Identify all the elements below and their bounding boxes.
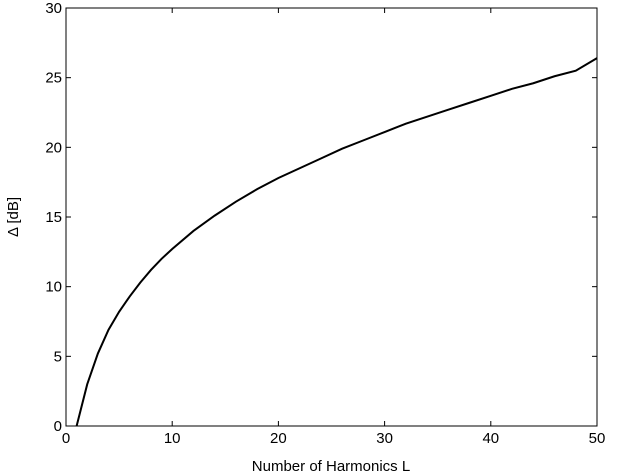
x-tick-label: 0: [62, 430, 70, 447]
x-tick-label: 20: [270, 430, 287, 447]
x-tick-label: 30: [376, 430, 393, 447]
y-tick-label: 25: [45, 70, 62, 87]
x-tick-label: 50: [589, 430, 606, 447]
x-tick-label: 40: [482, 430, 499, 447]
series-line: [75, 57, 598, 427]
y-tick-label: 15: [45, 209, 62, 226]
x-axis-label: Number of Harmonics L: [252, 458, 410, 475]
axis-ticks: [65, 7, 598, 427]
y-tick-label: 30: [45, 0, 62, 17]
y-axis-label: Δ [dB]: [5, 197, 22, 237]
x-tick-label: 10: [164, 430, 181, 447]
y-tick-label: 5: [54, 348, 62, 365]
y-tick-label: 0: [54, 418, 62, 435]
tick-labels: 0 10 20 30 40 50 0 5 10 15 20 25 30: [45, 0, 605, 447]
y-tick-label: 10: [45, 279, 62, 296]
y-tick-label: 20: [45, 139, 62, 156]
plot-area: [65, 7, 598, 427]
